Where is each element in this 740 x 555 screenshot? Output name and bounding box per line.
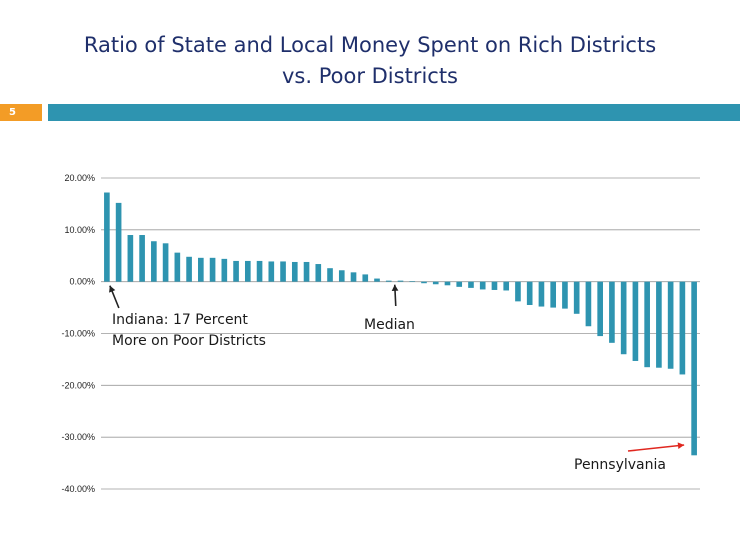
bars <box>104 192 697 456</box>
bar <box>620 281 627 355</box>
y-tick-label: -10.00% <box>61 329 95 339</box>
median-arrow <box>391 284 399 307</box>
bar <box>468 281 474 288</box>
bar <box>503 281 510 291</box>
bar <box>244 260 251 282</box>
indiana-annotation-line-2: More on Poor Districts <box>112 333 266 349</box>
slide-title-line-1: Ratio of State and Local Money Spent on … <box>83 33 657 57</box>
bar <box>362 274 369 282</box>
pennsylvania-arrow <box>627 442 685 452</box>
header-bar <box>48 104 740 121</box>
bar <box>609 281 615 343</box>
median-arrow-head <box>391 284 399 291</box>
y-tick-label: 20.00% <box>64 173 95 183</box>
bar <box>597 281 603 337</box>
bar <box>233 260 239 282</box>
bar <box>409 281 416 282</box>
bar <box>209 257 216 282</box>
y-tick-label: -30.00% <box>61 432 95 442</box>
bar <box>432 281 439 285</box>
bar <box>526 281 533 305</box>
bar <box>291 261 298 282</box>
bar <box>444 281 451 286</box>
bar <box>186 256 192 282</box>
bar <box>691 281 697 456</box>
indiana-arrow <box>109 285 120 309</box>
annotations: Indiana: 17 Percent More on Poor Distric… <box>109 284 685 473</box>
bar <box>667 281 674 369</box>
bar <box>515 281 521 302</box>
y-tick-label: 10.00% <box>64 225 95 235</box>
bar <box>573 281 580 314</box>
annotation-arrows <box>109 284 685 452</box>
bar <box>174 252 181 282</box>
bar <box>679 281 686 375</box>
bar <box>303 261 310 282</box>
bar <box>456 281 463 287</box>
bar <box>127 235 134 282</box>
bar <box>538 281 545 307</box>
bar <box>327 268 333 282</box>
bar <box>256 260 263 282</box>
page-number: 5 <box>0 104 42 121</box>
bar <box>221 258 228 282</box>
bar <box>385 280 392 282</box>
bar <box>338 270 345 282</box>
bar <box>479 281 486 290</box>
bar <box>632 281 639 361</box>
bar <box>656 281 662 368</box>
y-tick-label: -20.00% <box>61 380 95 390</box>
bar <box>151 241 157 282</box>
bar <box>162 243 169 282</box>
bar <box>268 261 275 282</box>
bar <box>115 202 122 282</box>
bar <box>644 281 650 368</box>
bar <box>491 281 498 290</box>
indiana-arrow-head <box>109 285 116 293</box>
bar <box>397 280 404 282</box>
slide-title: Ratio of State and Local Money Spent on … <box>0 30 740 92</box>
y-tick-label: 0.00% <box>69 277 95 287</box>
slide-title-line-2: vs. Poor Districts <box>281 64 458 88</box>
bar <box>139 235 145 282</box>
bar <box>350 272 357 282</box>
bar <box>550 281 557 308</box>
bar <box>198 257 204 282</box>
pennsylvania-arrow-head <box>677 442 685 449</box>
bar <box>104 192 110 282</box>
pennsylvania-annotation: Pennsylvania <box>574 457 666 473</box>
pennsylvania-arrow-shaft <box>627 444 685 452</box>
bar <box>562 281 568 309</box>
bar <box>421 281 427 284</box>
bar <box>315 264 322 282</box>
bar <box>374 278 380 282</box>
median-annotation: Median <box>364 317 415 333</box>
indiana-annotation-line-1: Indiana: 17 Percent <box>112 312 248 328</box>
y-tick-label: -40.00% <box>61 484 95 494</box>
bar <box>280 261 286 282</box>
y-axis-tick-labels: 20.00% 10.00% 0.00% -10.00% -20.00% -30.00% -4… <box>61 173 95 494</box>
bar <box>585 281 592 327</box>
